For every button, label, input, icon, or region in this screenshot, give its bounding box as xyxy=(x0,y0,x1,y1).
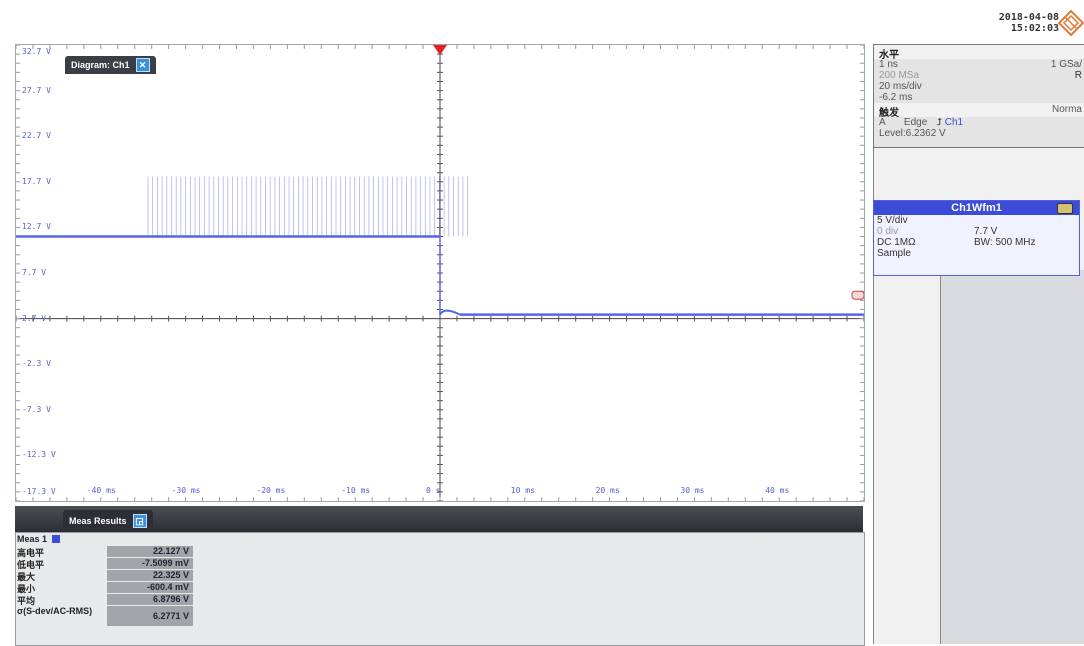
channel-menu-icon[interactable] xyxy=(1057,203,1073,214)
side-panel-strip xyxy=(940,270,1084,644)
meas-label: 平均 xyxy=(17,596,36,606)
meas-row: 平均 6.8796 V xyxy=(17,594,197,606)
x-tick-label: -20 ms xyxy=(256,486,286,495)
close-icon[interactable]: ✕ xyxy=(135,58,150,72)
x-tick-label: 30 ms xyxy=(680,486,705,495)
meas-row: 低电平 -7.5099 mV xyxy=(17,558,197,570)
meas-group-label: Meas 1 xyxy=(17,534,48,544)
meas-tab-label: Meas Results xyxy=(69,516,127,526)
y-tick-label: 32.7 V xyxy=(22,47,51,56)
meas-row: σ(S-dev/AC-RMS) 6.2771 V xyxy=(17,606,197,626)
waveform-svg xyxy=(16,45,864,501)
rohde-schwarz-logo-icon xyxy=(1058,10,1084,36)
trigger-level-marker xyxy=(851,290,864,300)
offset-value: 7.7 V xyxy=(974,226,998,237)
x-tick-label: 40 ms xyxy=(765,486,790,495)
trigger-level: Level:6.2362 V xyxy=(879,128,946,139)
meas-value: -600.4 mV xyxy=(107,582,193,593)
y-tick-label: 17.7 V xyxy=(22,176,51,186)
trigger-mode: Norma xyxy=(1051,104,1082,115)
meas-label: σ(S-dev/AC-RMS) xyxy=(17,606,93,616)
y-tick-label: -7.3 V xyxy=(22,404,51,414)
channel-title: Ch1Wfm1 xyxy=(874,201,1079,215)
trace-overshoot xyxy=(439,309,461,316)
y-tick-label: -12.3 V xyxy=(22,450,56,460)
channel-title-label: Ch1Wfm1 xyxy=(951,202,1002,214)
diagram-tab-label: Diagram: Ch1 xyxy=(71,60,130,70)
x-tick-label: -30 ms xyxy=(171,486,201,495)
y-tick-label: -17.3 V xyxy=(22,487,56,496)
meas-value: 22.325 V xyxy=(107,570,193,581)
y-tick-label: 12.7 V xyxy=(22,222,51,232)
bandwidth: BW: 500 MHz xyxy=(974,237,1036,248)
resolution: 1 ns xyxy=(879,59,898,70)
coupling: DC 1MΩ xyxy=(877,237,916,248)
measure-tab-bar xyxy=(15,506,863,532)
y-tick-label: 27.7 V xyxy=(22,85,51,95)
meas-row: 最小 -600.4 mV xyxy=(17,582,197,594)
meas-value: 6.2771 V xyxy=(107,606,193,626)
waveform-diagram[interactable]: 32.7 V 27.7 V 22.7 V 17.7 V 12.7 V 7.7 V 2.7 V… xyxy=(15,44,865,502)
channel-color-swatch xyxy=(52,535,61,543)
y-tick-label: 2.7 V xyxy=(22,313,47,323)
y-tick-label: 7.7 V xyxy=(22,268,47,277)
horizontal-settings-panel[interactable]: 水平 1 ns 1 GSa/ 200 MSa R 20 ms/div -6.2 ms… xyxy=(873,44,1084,148)
sample-rate: 1 GSa/ xyxy=(1050,59,1082,70)
x-tick-label: 0 s xyxy=(426,486,441,495)
meas-group: Meas 1 xyxy=(17,534,61,544)
meas-label: 最小 xyxy=(17,584,36,594)
meas-value: -7.5099 mV xyxy=(107,558,193,569)
trigger-title: 触发 xyxy=(879,108,899,119)
date-text: 2018-04-08 xyxy=(998,12,1059,23)
channel-settings-panel[interactable]: Ch1Wfm1 5 V/div 0 div 7.7 V DC 1MΩ BW: 500… xyxy=(873,200,1080,276)
meas-row: 高电平 22.127 V xyxy=(17,546,197,558)
trigger-position-marker xyxy=(433,45,447,55)
tab-diagram[interactable]: Diagram: Ch1 ✕ xyxy=(65,56,156,74)
time-scale: 20 ms/div xyxy=(879,81,922,92)
meas-value: 6.8796 V xyxy=(107,594,193,605)
tab-meas-results[interactable]: Meas Results ◲ xyxy=(63,510,153,532)
x-tick-label: -10 ms xyxy=(341,486,371,495)
maximize-icon[interactable]: ◲ xyxy=(132,514,147,528)
trigger-type: Edge xyxy=(903,117,928,128)
trigger-source-prefix: A xyxy=(879,117,886,128)
timestamp: 2018-04-08 15:02:03 xyxy=(975,12,1059,34)
horizontal-title: 水平 xyxy=(874,45,1084,61)
horizontal-offset: -6.2 ms xyxy=(879,92,913,103)
record-indicator: R xyxy=(1074,70,1082,81)
y-tick-label: -2.3 V xyxy=(22,359,51,369)
meas-label: 高电平 xyxy=(17,548,45,558)
offset-label: 0 div xyxy=(877,226,899,237)
meas-label: 低电平 xyxy=(17,560,45,570)
acquisition-mode: Sample xyxy=(877,248,911,259)
meas-value: 22.127 V xyxy=(107,546,193,557)
record-length: 200 MSa xyxy=(879,70,920,81)
y-tick-label: 22.7 V xyxy=(22,131,51,141)
meas-row: 最大 22.325 V xyxy=(17,570,197,582)
x-tick-label: 10 ms xyxy=(510,486,535,495)
x-tick-label: -40 ms xyxy=(86,486,116,495)
trigger-channel: Ch1 xyxy=(944,117,964,128)
meas-label: 最大 xyxy=(17,572,36,582)
rising-edge-icon: ⮥ xyxy=(936,117,942,128)
x-tick-label: 20 ms xyxy=(595,486,620,495)
time-text: 15:02:03 xyxy=(1010,23,1059,34)
vertical-scale: 5 V/div xyxy=(877,215,908,226)
